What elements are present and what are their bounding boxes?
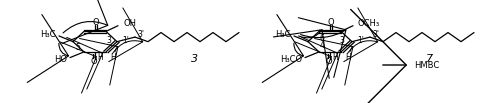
Text: 3': 3': [372, 30, 379, 39]
Text: H₃C: H₃C: [276, 30, 291, 39]
Text: H: H: [345, 53, 351, 61]
Text: H₃C: H₃C: [40, 30, 56, 39]
Text: H: H: [97, 53, 103, 61]
Text: H: H: [332, 53, 338, 61]
Text: 3': 3': [137, 30, 144, 39]
Text: 1': 1': [122, 36, 129, 45]
Text: O: O: [328, 18, 334, 27]
Text: 3: 3: [339, 36, 344, 45]
Text: 6: 6: [320, 34, 324, 43]
Text: O: O: [326, 57, 332, 66]
Text: 5: 5: [75, 43, 80, 52]
Text: OCH₃: OCH₃: [358, 19, 380, 29]
Text: OH: OH: [124, 19, 137, 29]
Text: 3: 3: [106, 36, 111, 45]
Text: H: H: [110, 53, 116, 61]
Text: 1': 1': [357, 36, 364, 45]
Text: 3: 3: [192, 54, 198, 64]
Text: HO: HO: [54, 55, 67, 64]
Text: O: O: [92, 18, 100, 27]
Text: H₃CO: H₃CO: [280, 55, 302, 64]
Text: HMBC: HMBC: [414, 60, 440, 70]
Text: 4: 4: [320, 41, 324, 50]
Text: 7: 7: [426, 54, 434, 64]
Text: O: O: [90, 57, 98, 66]
